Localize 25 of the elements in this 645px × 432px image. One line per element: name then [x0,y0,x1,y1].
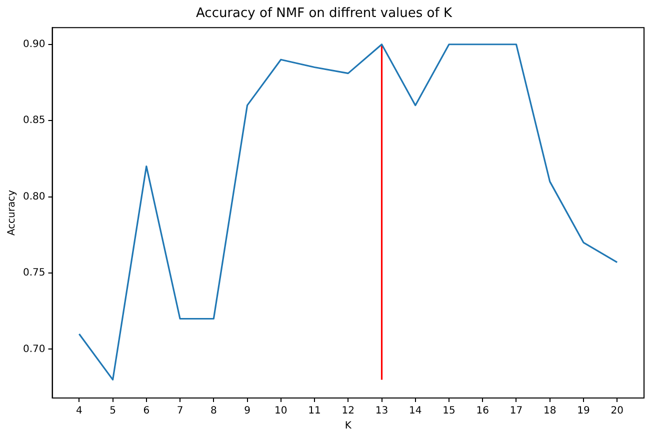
y-tick-label: 0.85 [23,115,46,126]
x-tick-label: 14 [409,406,422,417]
x-tick-label: 5 [110,406,116,417]
x-tick-label: 7 [176,406,184,417]
y-tick-label: 0.90 [23,38,46,50]
y-tick-label: 0.70 [23,344,46,355]
x-tick-label: 4 [76,406,82,417]
x-tick-label: 8 [210,406,217,417]
x-tick-label: 12 [342,406,354,417]
x-tick-label: 17 [510,406,523,417]
x-tick-label: 16 [476,406,489,417]
x-tick-label: 15 [442,406,456,417]
x-tick-label: 20 [610,406,624,417]
x-tick-label: 9 [244,406,250,417]
chart-title: Accuracy of NMF on diffrent values of K [196,6,452,22]
y-tick-label: 0.80 [23,191,46,202]
x-tick-label: 18 [543,406,556,417]
x-tick-label: 11 [308,406,321,417]
x-tick-label: 13 [375,406,388,417]
x-axis-title: K [344,420,352,432]
y-tick-label: 0.75 [23,268,46,279]
x-tick-label: 10 [274,406,288,417]
x-tick-label: 19 [577,406,590,417]
x-tick-label: 6 [143,406,150,417]
y-axis-title: Accuracy [6,190,18,236]
